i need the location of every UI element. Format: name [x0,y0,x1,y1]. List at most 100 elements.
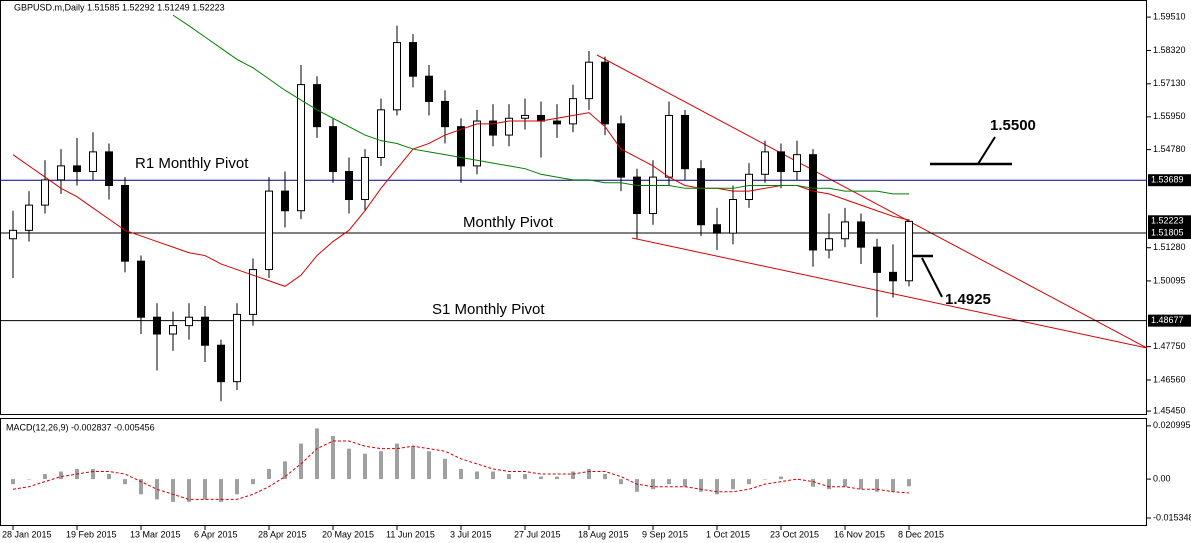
macd-bar [779,476,783,480]
macd-bar [379,451,383,480]
macd-bar [219,479,223,502]
candle-body [681,114,689,170]
macd-bar [587,468,591,480]
macd-bar [667,479,671,485]
macd-bar [443,458,447,480]
macd-bar [699,479,703,492]
y-tick-label: 0.00 [1153,473,1171,483]
x-tick-label: 18 Aug 2015 [578,529,629,539]
candle-body [601,61,609,125]
candle-body [889,271,897,282]
trendlines [596,54,1148,349]
macd-bar [27,479,31,480]
candle-body [905,220,913,282]
macd-bar [267,468,271,480]
candle-body [265,190,273,271]
candle-body [825,238,833,251]
y-tick-label: 1.47750 [1153,341,1186,351]
candle-body [697,168,705,226]
macd-bar [251,479,255,485]
price-box [1148,174,1191,187]
x-tick-label: 28 Jan 2015 [2,529,52,539]
level-label: R1 Monthly Pivot [135,155,249,172]
candle-body [777,151,785,172]
macd-bar [491,471,495,480]
x-tick-label: 16 Nov 2015 [834,529,885,539]
x-tick-label: 20 May 2015 [322,529,374,539]
price-box [1148,314,1191,327]
macd-bar [715,479,719,495]
macd-bar [475,471,479,480]
candle-body [217,344,225,383]
candle-body [713,224,721,234]
x-tick-label: 9 Sep 2015 [642,529,688,539]
macd-bar [683,479,687,487]
macd-bar [747,479,751,485]
candle-body [313,84,321,128]
macd-signal [12,440,910,500]
macd-bar [459,468,463,480]
candle-body [153,316,161,335]
candle-body [745,173,753,201]
candle-body [633,176,641,215]
annotation: 1.5500 [990,117,1036,134]
x-tick-label: 28 Apr 2015 [258,529,307,539]
y-tick-label: 1.59510 [1153,11,1186,21]
macd-bar [43,474,47,480]
x-tick-label: 8 Dec 2015 [898,529,944,539]
candle-body [809,154,817,251]
macd-bar [651,479,655,490]
price-box [1148,215,1191,228]
candle-body [489,120,497,136]
x-tick-label: 23 Oct 2015 [770,529,819,539]
candle-body [585,61,593,100]
macd-bar [811,479,815,487]
candle-body [441,100,449,128]
candle-body [137,260,145,318]
x-tick-label: 3 Jul 2015 [450,529,492,539]
macd-bar [331,435,335,480]
macd-bar [107,474,111,480]
candle-body [201,316,209,346]
candle-body [473,120,481,167]
macd-bar [763,479,767,480]
y-tick-label: -0.015348 [1153,512,1191,522]
x-tick-label: 6 Apr 2015 [194,529,238,539]
macd-bar [11,479,15,485]
macd-bar [203,479,207,500]
macd-bar [891,479,895,492]
x-tick-label: 11 Jun 2015 [386,529,435,539]
macd-bar [907,479,911,487]
macd-bar [299,443,303,480]
macd-bar [571,471,575,480]
price-box-label: 1.48677 [1151,315,1184,325]
macd-bar [875,479,879,492]
macd-bar [507,474,511,480]
y-tick-label: 1.50095 [1153,275,1186,285]
macd-bar [395,443,399,480]
candle-body [857,221,865,248]
upper-trendline [596,54,1148,349]
candle-body [281,190,289,212]
candle-body [457,126,465,167]
macd-bar [859,479,863,490]
macd-bar [795,479,799,480]
y-tick-label: 1.57130 [1153,78,1186,88]
candle-body [569,98,577,125]
candle-body [521,114,529,119]
candle-body [41,179,49,206]
macd-bar [123,479,127,485]
macd-title: MACD(12,26,9) -0.002837 -0.005456 [6,422,155,432]
candle-body [793,154,801,172]
y-tick-label: 1.54780 [1153,144,1186,154]
macd-bar [523,474,527,480]
annotation-pointers [905,136,1012,298]
macd-bar [603,474,607,480]
macd-bar [171,479,175,502]
candle-body [649,176,657,215]
candle-body [121,185,129,262]
candle-body [249,269,257,315]
macd-bar [635,479,639,492]
y-tick-label: 0.020995 [1153,420,1191,430]
pointer [977,136,996,165]
